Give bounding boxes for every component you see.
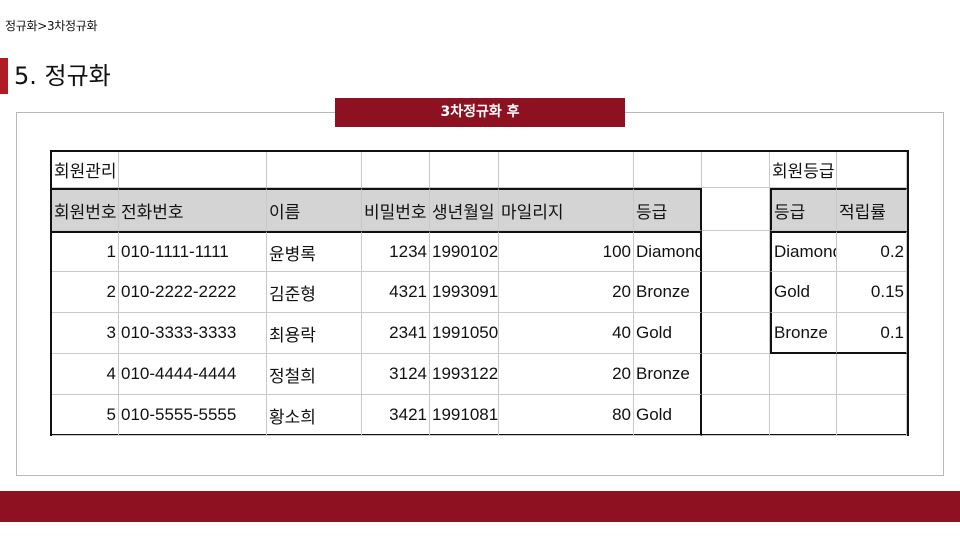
empty-cell: [837, 152, 907, 188]
password-cell: 3124: [362, 354, 430, 395]
name-cell: 김준형: [267, 272, 362, 313]
footer-band: [0, 491, 960, 522]
mileage-cell: 80: [499, 395, 634, 436]
phone-cell: 010-5555-5555: [119, 395, 267, 436]
table-row: 5 010-5555-5555 황소희 3421 19910812 80 Gol…: [52, 395, 907, 436]
grade-cell: Gold: [634, 395, 702, 436]
mileage-cell: 100: [499, 231, 634, 272]
column-header: 적립률: [837, 188, 907, 231]
empty-cell: [702, 152, 770, 188]
empty-cell: [837, 354, 907, 395]
member-id-cell: 3: [52, 313, 119, 354]
grade-name-cell: Bronze: [770, 313, 837, 354]
column-header: 회원번호: [52, 188, 119, 231]
password-cell: 3421: [362, 395, 430, 436]
phone-cell: 010-4444-4444: [119, 354, 267, 395]
rate-cell: 0.1: [837, 313, 907, 354]
empty-cell: [837, 395, 907, 436]
empty-cell: [770, 354, 837, 395]
name-cell: 윤병록: [267, 231, 362, 272]
empty-cell: [702, 272, 770, 313]
member-id-cell: 2: [52, 272, 119, 313]
table-row: 1 010-1111-1111 윤병록 1234 19901024 100 Di…: [52, 231, 907, 272]
column-header: 전화번호: [119, 188, 267, 231]
birthdate-cell: 19910812: [430, 395, 499, 436]
mileage-cell: 20: [499, 354, 634, 395]
empty-cell: [702, 313, 770, 354]
empty-cell: [702, 188, 770, 231]
empty-cell: [119, 152, 267, 188]
password-cell: 1234: [362, 231, 430, 272]
title-accent-bar: [0, 58, 8, 94]
grade-name-cell: Gold: [770, 272, 837, 313]
empty-cell: [634, 152, 702, 188]
phone-cell: 010-1111-1111: [119, 231, 267, 272]
name-cell: 정철희: [267, 354, 362, 395]
column-header: 마일리지: [499, 188, 634, 231]
table-row: 3 010-3333-3333 최용락 2341 19910506 40 Gol…: [52, 313, 907, 354]
member-id-cell: 5: [52, 395, 119, 436]
grade-cell: Diamond: [634, 231, 702, 272]
birthdate-cell: 19930917: [430, 272, 499, 313]
grade-cell: Bronze: [634, 272, 702, 313]
breadcrumb: 정규화>3차정규화: [5, 19, 98, 33]
phone-cell: 010-3333-3333: [119, 313, 267, 354]
table-header-row: 회원번호 전화번호 이름 비밀번호 생년월일 마일리지 등급 등급 적립률: [52, 188, 907, 231]
password-cell: 2341: [362, 313, 430, 354]
column-header: 이름: [267, 188, 362, 231]
mileage-cell: 40: [499, 313, 634, 354]
spreadsheet: 회원관리 회원등급 회원번호 전화번호 이름 비밀번호 생년월일 마일리지 등급…: [50, 150, 909, 436]
birthdate-cell: 19931229: [430, 354, 499, 395]
column-header: 생년월일: [430, 188, 499, 231]
table-title-row: 회원관리 회원등급: [52, 152, 907, 188]
rate-cell: 0.2: [837, 231, 907, 272]
birthdate-cell: 19901024: [430, 231, 499, 272]
column-header: 등급: [770, 188, 837, 231]
empty-cell: [430, 152, 499, 188]
member-id-cell: 4: [52, 354, 119, 395]
password-cell: 4321: [362, 272, 430, 313]
grade-cell: Bronze: [634, 354, 702, 395]
birthdate-cell: 19910506: [430, 313, 499, 354]
member-id-cell: 1: [52, 231, 119, 272]
empty-cell: [702, 395, 770, 436]
grades-table-title: 회원등급: [770, 152, 837, 188]
column-header: 비밀번호: [362, 188, 430, 231]
section-caption: 3차정규화 후: [335, 98, 625, 127]
empty-cell: [267, 152, 362, 188]
name-cell: 황소희: [267, 395, 362, 436]
rate-cell: 0.15: [837, 272, 907, 313]
phone-cell: 010-2222-2222: [119, 272, 267, 313]
column-header: 등급: [634, 188, 702, 231]
table-row: 4 010-4444-4444 정철희 3124 19931229 20 Bro…: [52, 354, 907, 395]
empty-cell: [362, 152, 430, 188]
grade-cell: Gold: [634, 313, 702, 354]
members-table-title: 회원관리: [52, 152, 119, 188]
empty-cell: [499, 152, 634, 188]
page-title: 5. 정규화: [14, 62, 111, 90]
empty-cell: [702, 231, 770, 272]
table-row: 2 010-2222-2222 김준형 4321 19930917 20 Bro…: [52, 272, 907, 313]
grade-name-cell: Diamond: [770, 231, 837, 272]
empty-cell: [702, 354, 770, 395]
empty-cell: [770, 395, 837, 436]
name-cell: 최용락: [267, 313, 362, 354]
mileage-cell: 20: [499, 272, 634, 313]
